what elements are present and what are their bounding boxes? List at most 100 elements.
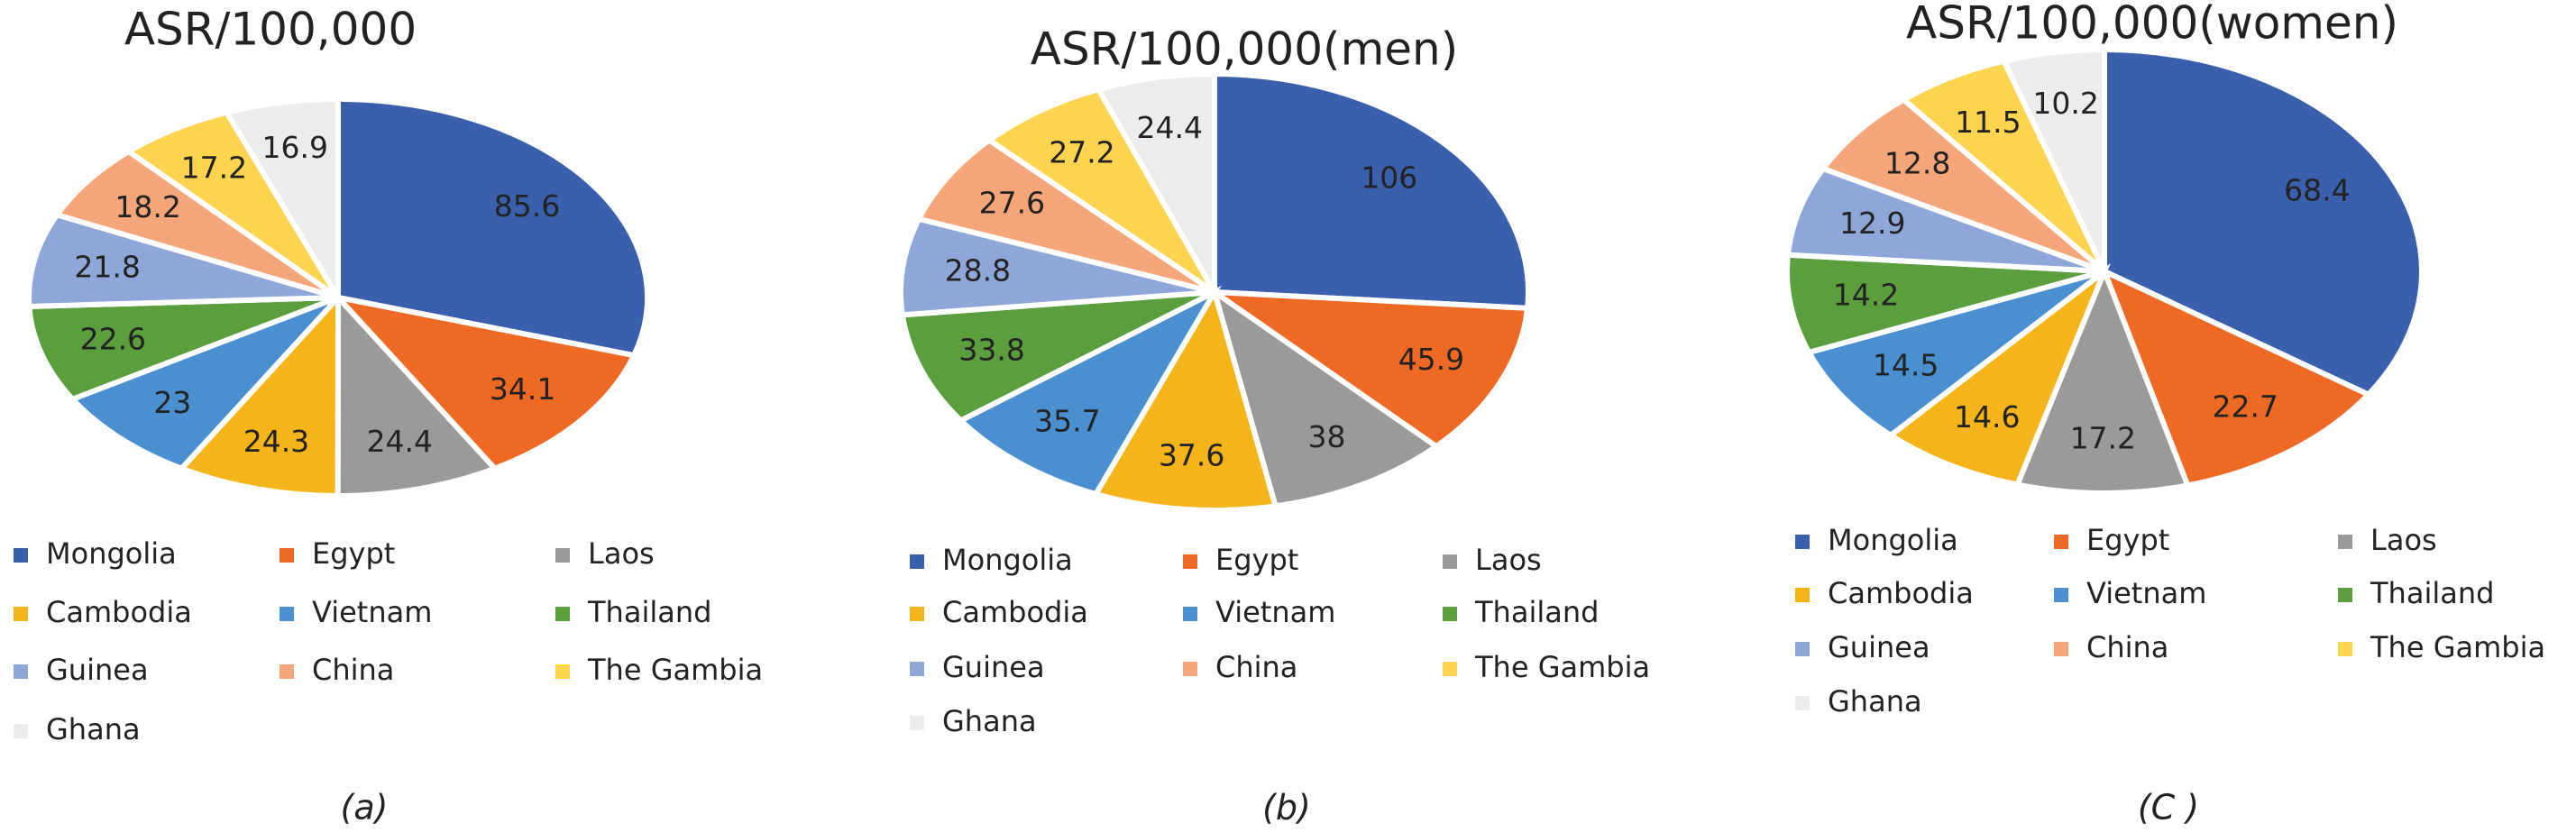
data-label: 24.3 bbox=[243, 424, 309, 459]
chart-caption: (C ) bbox=[2138, 788, 2199, 828]
data-label: 14.2 bbox=[1833, 277, 1899, 312]
legend-label: Mongolia bbox=[46, 536, 177, 571]
data-label: 17.2 bbox=[2070, 420, 2136, 455]
legend-swatch bbox=[14, 664, 28, 679]
legend-swatch bbox=[555, 548, 570, 563]
legend-swatch bbox=[14, 724, 28, 738]
legend-label: Mongolia bbox=[1828, 523, 1958, 557]
data-label: 14.5 bbox=[1873, 348, 1939, 383]
legend-label: Vietnam bbox=[1215, 595, 1335, 629]
legend-swatch bbox=[1443, 607, 1457, 621]
legend-label: Laos bbox=[588, 536, 655, 571]
legend-swatch bbox=[1183, 662, 1197, 676]
data-label: 22.7 bbox=[2212, 389, 2278, 424]
legend-swatch bbox=[1795, 696, 1810, 710]
data-label: 27.6 bbox=[979, 185, 1045, 220]
legend-swatch bbox=[1795, 588, 1810, 602]
legend-label: Thailand bbox=[2370, 576, 2494, 610]
legend-label: Cambodia bbox=[1828, 576, 1974, 610]
pie-slice bbox=[899, 289, 1216, 425]
data-label: 106 bbox=[1361, 160, 1417, 195]
data-label: 38 bbox=[1308, 419, 1346, 454]
legend-label: Thailand bbox=[587, 595, 711, 629]
pie-slice bbox=[330, 293, 638, 472]
pie-slice bbox=[2099, 266, 2373, 489]
pie-slice bbox=[335, 290, 500, 499]
pie-slice bbox=[222, 96, 341, 307]
legend-label: Ghana bbox=[942, 704, 1037, 738]
data-label: 22.6 bbox=[80, 322, 146, 357]
pie-slice bbox=[2013, 263, 2192, 496]
pie-slice bbox=[1885, 262, 2111, 488]
data-label: 18.2 bbox=[115, 189, 180, 224]
legend-swatch bbox=[2054, 642, 2068, 656]
pie-slice bbox=[1205, 288, 1531, 450]
chart-caption: (a) bbox=[341, 788, 389, 828]
legend-label: Laos bbox=[1475, 543, 1542, 577]
pie-slice bbox=[1784, 165, 2106, 274]
pie-slice bbox=[984, 86, 1217, 295]
legend-swatch bbox=[1795, 642, 1810, 656]
pie-slice bbox=[1804, 269, 2106, 439]
legend-swatch bbox=[280, 664, 294, 679]
legend-label: Vietnam bbox=[2086, 576, 2206, 610]
legend-swatch bbox=[14, 607, 28, 621]
pie-slice bbox=[2000, 46, 2107, 273]
legend-swatch bbox=[910, 607, 924, 621]
legend-swatch bbox=[2338, 588, 2352, 602]
legend-swatch bbox=[280, 607, 294, 621]
chart-title: ASR/100,000(men) bbox=[1031, 23, 1458, 76]
legend-swatch bbox=[1443, 662, 1457, 676]
pie-slice bbox=[335, 96, 650, 359]
data-label: 12.9 bbox=[1839, 206, 1905, 241]
pie-slice bbox=[1091, 285, 1279, 513]
data-label: 10.2 bbox=[2032, 86, 2098, 121]
legend-swatch bbox=[1795, 535, 1810, 549]
data-label: 17.2 bbox=[181, 150, 247, 185]
legend-label: Mongolia bbox=[942, 543, 1073, 577]
pie-slice bbox=[898, 215, 1215, 318]
data-label: 24.4 bbox=[1136, 110, 1202, 145]
data-label: 14.6 bbox=[1954, 399, 2020, 435]
legend-label: China bbox=[2086, 630, 2168, 664]
data-label: 27.2 bbox=[1049, 135, 1114, 170]
pie-slice bbox=[68, 295, 341, 472]
legend-swatch bbox=[910, 662, 924, 676]
legend-swatch bbox=[14, 548, 28, 563]
data-label: 35.7 bbox=[1034, 403, 1100, 438]
legend-swatch bbox=[1443, 554, 1457, 569]
legend-swatch bbox=[910, 716, 924, 730]
legend-label: Guinea bbox=[46, 653, 149, 687]
data-label: 37.6 bbox=[1159, 438, 1224, 473]
data-label: 45.9 bbox=[1398, 342, 1464, 377]
pie-slice bbox=[1094, 70, 1217, 303]
pie-slice bbox=[1212, 70, 1531, 311]
data-label: 16.9 bbox=[261, 130, 327, 165]
legend-swatch bbox=[2054, 588, 2068, 602]
legend-label: The Gambia bbox=[587, 653, 763, 687]
data-label: 33.8 bbox=[958, 332, 1024, 367]
legend-label: The Gambia bbox=[2370, 630, 2545, 664]
legend-swatch bbox=[910, 554, 924, 569]
data-label: 24.4 bbox=[367, 424, 433, 459]
legend-swatch bbox=[1183, 554, 1197, 569]
data-label: 28.8 bbox=[945, 253, 1011, 288]
data-label: 23 bbox=[153, 385, 191, 420]
legend-swatch bbox=[555, 664, 570, 679]
data-label: 68.4 bbox=[2284, 172, 2350, 207]
legend-label: Laos bbox=[2370, 523, 2437, 557]
legend-label: Guinea bbox=[942, 650, 1045, 684]
legend-swatch bbox=[555, 607, 570, 621]
legend-label: Egypt bbox=[312, 536, 395, 571]
chart-title: ASR/100,000(women) bbox=[1906, 0, 2398, 50]
legend-label: Egypt bbox=[1215, 543, 1298, 577]
legend-swatch bbox=[2054, 535, 2068, 549]
legend-swatch bbox=[2338, 642, 2352, 656]
pie-slice bbox=[1209, 285, 1442, 509]
legend-label: China bbox=[312, 653, 394, 687]
legend-swatch bbox=[1183, 607, 1197, 621]
legend-label: Ghana bbox=[46, 712, 141, 746]
pie-slice bbox=[26, 211, 339, 310]
